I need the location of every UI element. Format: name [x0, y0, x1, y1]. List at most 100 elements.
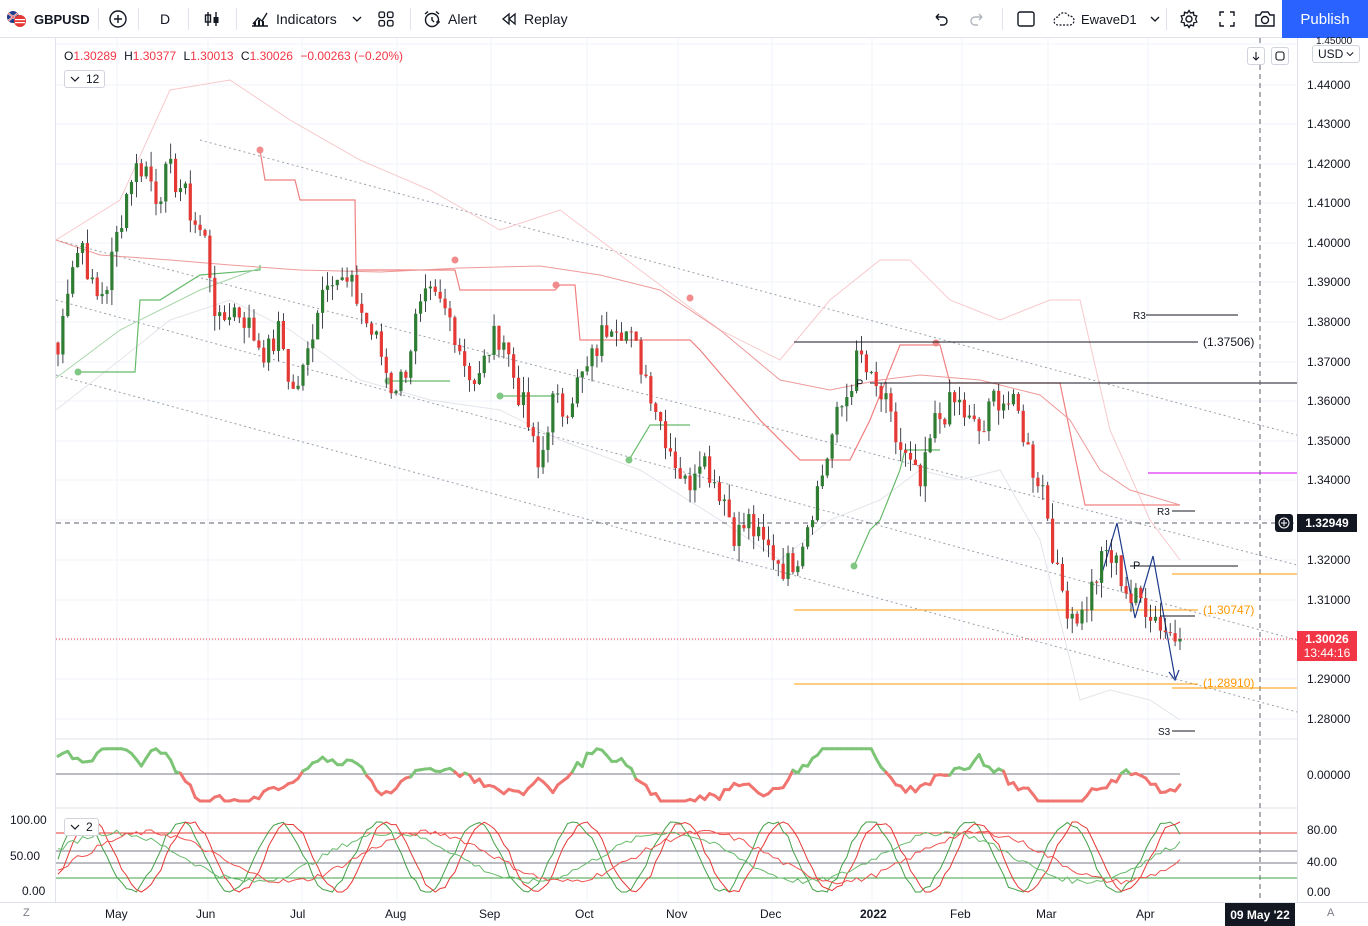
- osc-axis-label: 0.00000: [1307, 768, 1351, 782]
- candle-body: [1021, 410, 1025, 443]
- price-axis-label: 1.32000: [1307, 553, 1351, 567]
- fullscreen-button[interactable]: [1217, 0, 1237, 38]
- interval-button[interactable]: D: [160, 0, 170, 38]
- chevron-down-icon: [1346, 52, 1354, 57]
- templates-button[interactable]: [376, 0, 396, 38]
- candle-body: [526, 392, 530, 428]
- price-axis-label: 1.28000: [1307, 712, 1351, 726]
- reset-scale-button[interactable]: [1271, 47, 1289, 65]
- undo-button[interactable]: [930, 0, 950, 38]
- candle-body: [977, 419, 981, 432]
- candle-body: [173, 158, 178, 193]
- currency-selector[interactable]: USD: [1312, 45, 1361, 63]
- publish-button[interactable]: Publish: [1282, 0, 1368, 38]
- auto-scale-button[interactable]: A: [1327, 907, 1335, 919]
- indicators-button[interactable]: Indicators: [250, 0, 363, 38]
- candle-body: [830, 434, 834, 459]
- compare-button[interactable]: [108, 0, 128, 38]
- candle-body: [335, 279, 339, 286]
- fullscreen-icon: [1219, 11, 1235, 27]
- candle-body: [1144, 598, 1148, 617]
- price-axis[interactable]: [1297, 38, 1368, 902]
- candle-body: [565, 416, 570, 418]
- candle-body: [727, 499, 731, 518]
- osc-segment: [188, 783, 197, 799]
- candle-body: [546, 432, 550, 450]
- candle-body: [178, 188, 183, 193]
- candle-body: [796, 566, 800, 573]
- candle-body: [443, 298, 447, 309]
- time-axis-label: Jul: [290, 907, 306, 921]
- candle-body: [1168, 632, 1172, 634]
- scroll-to-latest-button[interactable]: [1247, 47, 1265, 65]
- symbol-search-button[interactable]: GBPUSD: [6, 0, 90, 38]
- candle-body: [884, 393, 888, 400]
- candle-body: [345, 277, 349, 282]
- zoom-z-button[interactable]: Z: [23, 907, 30, 919]
- close-value: 1.30026: [249, 49, 293, 63]
- candle-body: [134, 163, 138, 182]
- replay-button[interactable]: Replay: [500, 0, 568, 38]
- candle-body: [948, 392, 952, 425]
- candle-body: [350, 274, 354, 282]
- crosshair-add-button[interactable]: [1275, 514, 1293, 532]
- osc-segment: [1154, 782, 1162, 794]
- redo-button[interactable]: [968, 0, 988, 38]
- candle-body: [624, 331, 628, 341]
- envelope-band: [55, 79, 1181, 561]
- candle-body: [923, 452, 927, 487]
- fullscreen-layout-button[interactable]: [1016, 0, 1036, 38]
- candle-body: [271, 338, 276, 351]
- osc-segment: [139, 756, 148, 768]
- time-axis[interactable]: Z May Jun Jul Aug Sep Oct Nov Dec 2022 Feb Mar Apr …: [0, 902, 1368, 926]
- candle-body: [394, 390, 398, 394]
- red-ma-line: [55, 239, 1181, 506]
- candle-body: [433, 286, 437, 292]
- candle-body: [556, 393, 560, 395]
- indicators-collapse-button[interactable]: 12: [64, 70, 106, 88]
- fib-label-2: (1.30747): [1203, 603, 1254, 617]
- candle-body: [855, 350, 859, 392]
- candle-body: [487, 354, 491, 356]
- indicator-count: 12: [86, 72, 100, 86]
- candle-body: [1046, 485, 1050, 519]
- candle-body: [1178, 638, 1182, 642]
- osc-segment: [90, 751, 99, 763]
- price-axis-label: 1.45000: [1316, 36, 1353, 47]
- open-key: O: [64, 49, 74, 63]
- snapshot-button[interactable]: [1254, 0, 1276, 38]
- candle-body: [703, 456, 707, 467]
- time-axis-label: 2022: [860, 907, 887, 921]
- layout-menu-button[interactable]: EwaveD1: [1052, 0, 1161, 38]
- settings-button[interactable]: [1178, 0, 1200, 38]
- candle-body: [1119, 555, 1123, 587]
- candle-body: [365, 312, 369, 324]
- alert-button[interactable]: Alert: [422, 0, 477, 38]
- cloud-icon: [1053, 12, 1075, 26]
- candle-body: [551, 393, 555, 433]
- pivot-label-1: P: [856, 378, 863, 390]
- candle-body: [732, 517, 736, 546]
- candle-body: [1036, 477, 1040, 487]
- candle-body: [889, 393, 893, 412]
- candle-body: [1011, 393, 1016, 405]
- osc-segment: [570, 760, 579, 774]
- candle-body: [482, 355, 486, 374]
- candle-body: [115, 231, 119, 252]
- candle-body: [737, 524, 741, 546]
- candle-body: [815, 486, 820, 521]
- candle-body: [668, 448, 673, 452]
- candle-body: [1139, 587, 1143, 599]
- stoch-collapse-button[interactable]: 2: [64, 818, 99, 836]
- candle-body: [1031, 444, 1035, 478]
- candle-body: [169, 158, 173, 164]
- candle-body: [928, 438, 932, 453]
- candle-body: [712, 482, 717, 484]
- r3-label-2: R3: [1157, 507, 1170, 518]
- chart-type-button[interactable]: [202, 0, 222, 38]
- candle-body: [1129, 593, 1133, 603]
- candle-body: [325, 285, 330, 290]
- candle-body: [590, 348, 594, 367]
- osc-segment: [977, 753, 986, 767]
